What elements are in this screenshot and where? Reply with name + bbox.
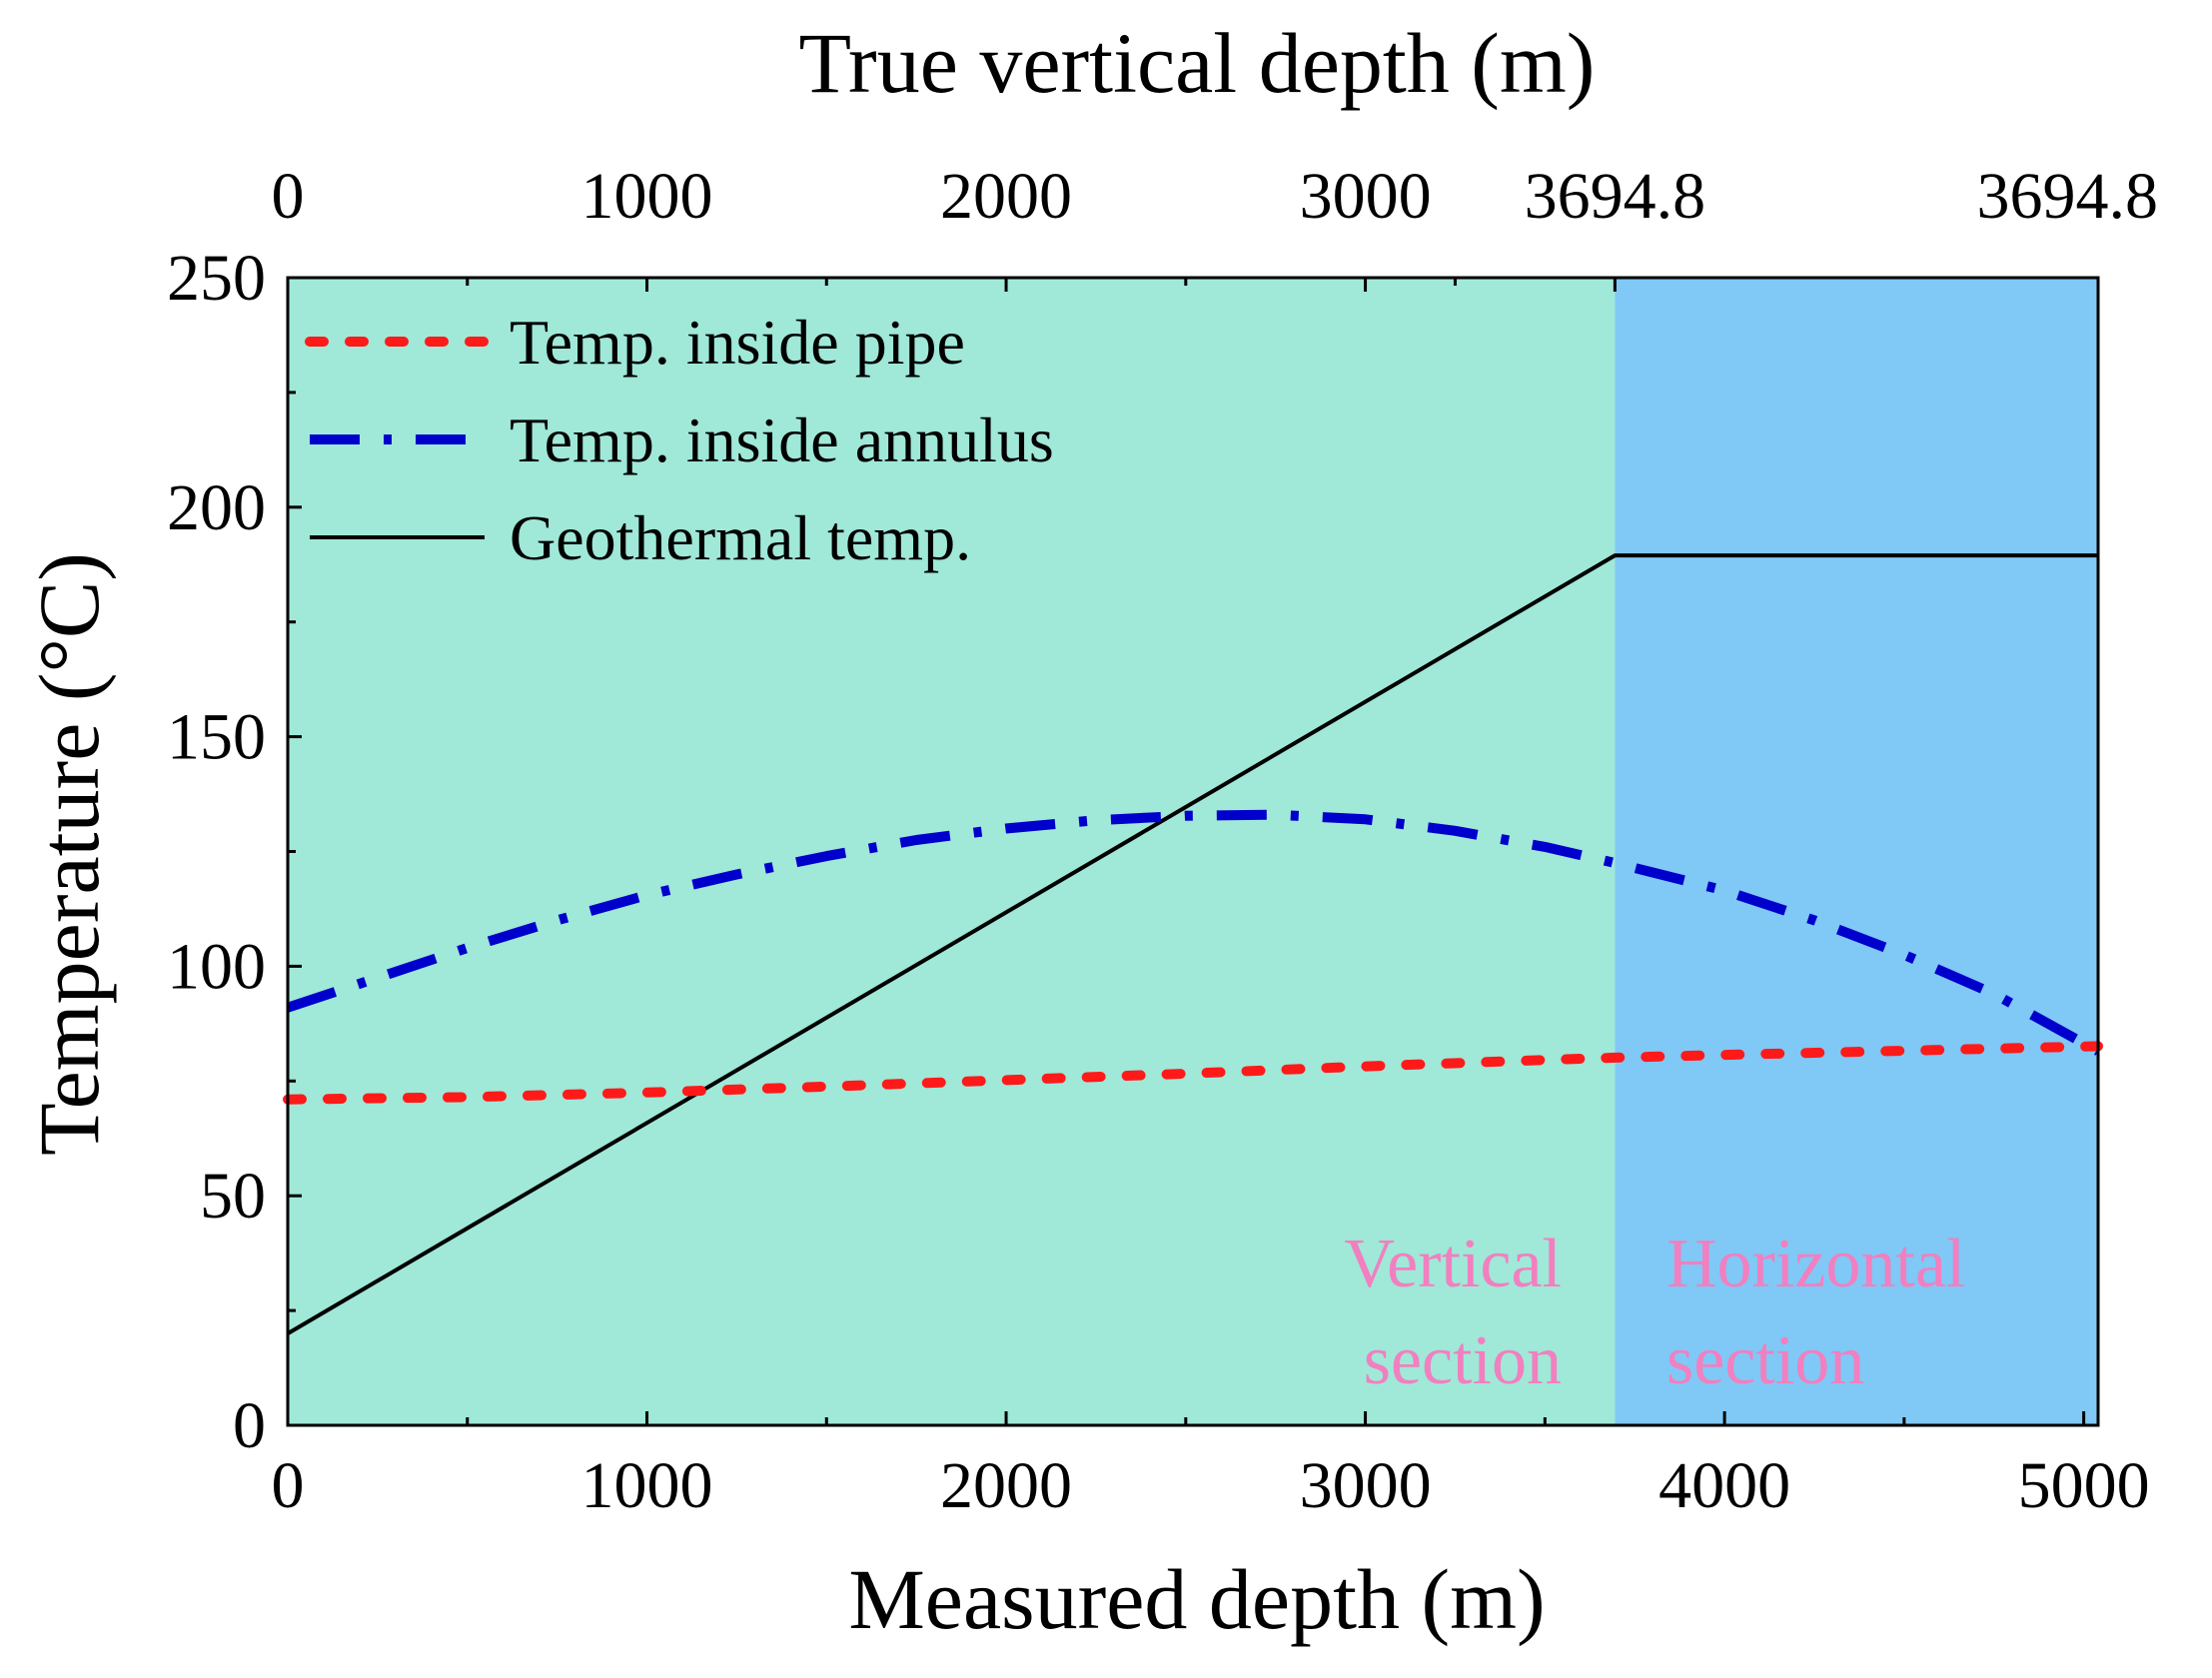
y-axis-title: Temperature (°C) — [21, 552, 117, 1156]
x2-tick-label: 0 — [272, 160, 305, 233]
series-line-geothermal-temp — [286, 553, 2098, 1335]
x2-tick-label: 3694.8 — [1525, 160, 1706, 233]
section-regions — [288, 278, 2098, 1425]
x2-tick-label: 3000 — [1300, 160, 1432, 233]
x-tick-label: 4000 — [1659, 1449, 1790, 1522]
series-lines — [283, 553, 2103, 1335]
region-label-horizontal-line1: Horizontal — [1666, 1226, 1965, 1302]
y-tick-label: 150 — [167, 701, 266, 774]
legend: Temp. inside pipe Temp. inside annulus G… — [305, 307, 1054, 573]
legend-label-geothermal: Geothermal temp. — [510, 502, 971, 573]
x-axis-title: Measured depth (m) — [848, 1551, 1545, 1647]
x-tick-label: 3000 — [1300, 1449, 1432, 1522]
region-horizontal — [1615, 278, 2098, 1425]
x-tick-label: 2000 — [940, 1449, 1072, 1522]
y-tick-label: 50 — [200, 1160, 266, 1233]
region-label-vertical-line1: Vertical — [1344, 1226, 1562, 1302]
series-line-temp-inside-pipe — [283, 1041, 2103, 1105]
x2-tick-label: 1000 — [581, 160, 713, 233]
x-tick-label: 0 — [272, 1449, 305, 1522]
region-label-horizontal-line2: section — [1666, 1322, 1864, 1399]
x2-tick-label: 2000 — [940, 160, 1072, 233]
region-vertical — [288, 278, 1616, 1425]
y-tick-label: 100 — [167, 930, 266, 1003]
series-line-temp-inside-annulus — [286, 809, 2101, 1056]
y-tick-label: 250 — [167, 242, 266, 315]
y-tick-label: 0 — [233, 1389, 266, 1462]
x2-tick-label: 3694.8 — [1977, 160, 2159, 233]
region-label-vertical-line2: section — [1364, 1322, 1562, 1399]
y-tick-label: 200 — [167, 471, 266, 544]
legend-label-pipe: Temp. inside pipe — [510, 307, 965, 378]
legend-label-annulus: Temp. inside annulus — [510, 405, 1054, 475]
x-tick-label: 1000 — [581, 1449, 713, 1522]
x-tick-label: 5000 — [2018, 1449, 2150, 1522]
x2-axis-title: True vertical depth (m) — [799, 15, 1596, 111]
